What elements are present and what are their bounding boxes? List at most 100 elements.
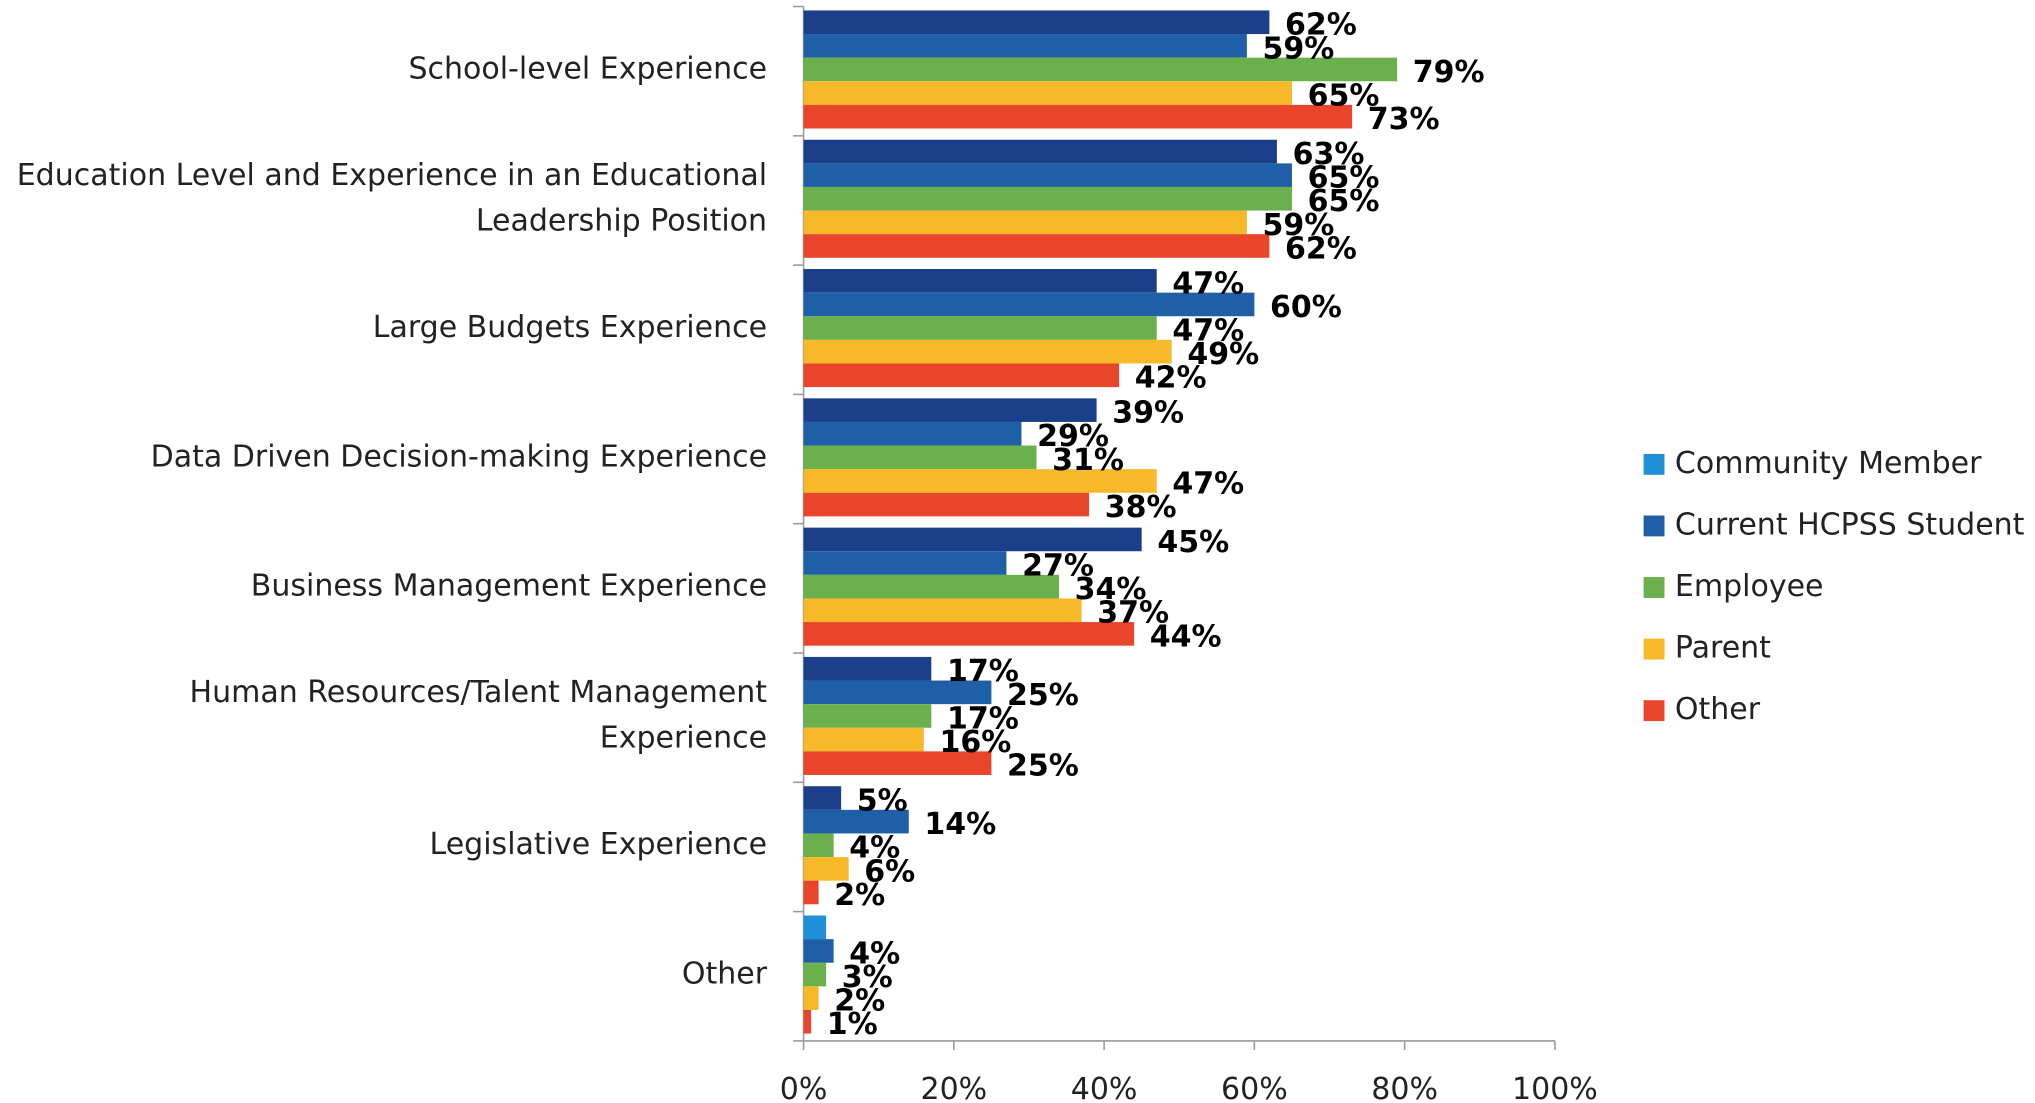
bar [803,574,1060,599]
value-label: 5% [857,783,908,818]
value-label: 65% [1308,161,1380,196]
y-tick-label: Large Budgets Experience [373,310,767,345]
value-label: 60% [1270,290,1342,325]
bar [803,292,1255,317]
legend-label: Current HCPSS Student [1675,507,2025,542]
y-tick-label: Education Level and Experience in an Edu… [17,158,767,193]
bar [803,398,1097,422]
value-label: 37% [1097,596,1169,631]
value-label: 47% [1172,266,1244,301]
bar [803,751,992,775]
value-label: 65% [1308,78,1380,113]
value-label: 6% [864,854,915,889]
legend-swatch [1643,453,1665,475]
bar [803,986,819,1010]
bar [803,339,1172,364]
legend-label: Other [1675,692,1761,727]
y-tick-label: Leadership Position [476,203,767,238]
bar [803,81,1292,105]
value-label: 14% [924,807,996,842]
bar [803,551,1007,575]
value-label: 79% [1413,55,1485,90]
bar [803,786,842,810]
bar [803,139,1277,164]
value-label: 45% [1157,525,1229,560]
value-label: 29% [1037,419,1109,454]
bar [803,269,1157,293]
bar [803,1009,812,1034]
value-label: 42% [1135,361,1207,396]
bar [803,704,932,728]
x-tick-label: 80% [1371,1072,1438,1103]
bar [803,833,834,858]
bar [803,234,1270,258]
bar [803,316,1157,340]
bar [803,727,924,752]
bar [803,210,1247,235]
legend-label: Employee [1675,569,1824,604]
bar [803,445,1037,470]
value-label: 62% [1285,231,1357,266]
bar [803,857,849,881]
x-tick-label: 20% [921,1072,988,1103]
value-label: 65% [1308,184,1380,219]
legend-label: Community Member [1675,446,1982,481]
value-label: 62% [1285,8,1357,43]
legend-swatch [1643,700,1665,722]
value-label: 3% [842,960,893,995]
value-label: 44% [1150,619,1222,654]
bar [803,939,834,963]
bar [803,34,1247,58]
value-label: 27% [1022,548,1094,583]
value-label: 2% [834,984,885,1019]
bar [803,598,1082,623]
x-tick-label: 60% [1221,1072,1288,1103]
value-label: 59% [1263,208,1335,243]
value-label: 49% [1187,337,1259,372]
value-label: 34% [1075,572,1147,607]
value-label: 25% [1007,678,1079,713]
bar [803,57,1398,82]
value-label: 63% [1293,137,1365,172]
bar [803,962,827,987]
bar [803,915,827,940]
value-label: 16% [939,725,1011,760]
y-tick-label: Legislative Experience [430,827,768,862]
value-label: 73% [1368,102,1440,137]
value-label: 2% [834,878,885,913]
y-tick-label: Business Management Experience [251,569,767,604]
value-label: 59% [1263,31,1335,66]
y-tick-label: School-level Experience [408,51,767,86]
bar [803,809,909,834]
bar [803,186,1292,211]
legend-swatch [1643,577,1665,598]
value-label: 17% [947,654,1019,689]
value-label: 38% [1105,490,1177,525]
y-tick-label: Human Resources/Talent Management [190,675,768,710]
bar [803,163,1292,187]
bar [803,421,1022,446]
value-label: 47% [1172,313,1244,348]
bar [803,880,819,905]
x-tick-label: 40% [1071,1072,1138,1103]
value-label: 17% [947,701,1019,736]
y-tick-label: Data Driven Decision-making Experience [151,439,767,474]
bar [803,492,1090,517]
y-tick-label: Experience [600,721,767,756]
legend-swatch [1643,515,1665,537]
legend-swatch [1643,638,1665,660]
legend-label: Parent [1675,631,1771,666]
value-label: 4% [849,936,900,971]
value-label: 47% [1172,466,1244,501]
bar [803,363,1120,388]
value-label: 39% [1112,396,1184,431]
bar [803,10,1270,35]
bar [803,469,1157,493]
bar [803,680,992,705]
bar [803,622,1135,646]
bar [803,527,1142,552]
bar [803,104,1353,129]
value-label: 31% [1052,443,1124,478]
y-tick-label: Other [682,956,768,991]
